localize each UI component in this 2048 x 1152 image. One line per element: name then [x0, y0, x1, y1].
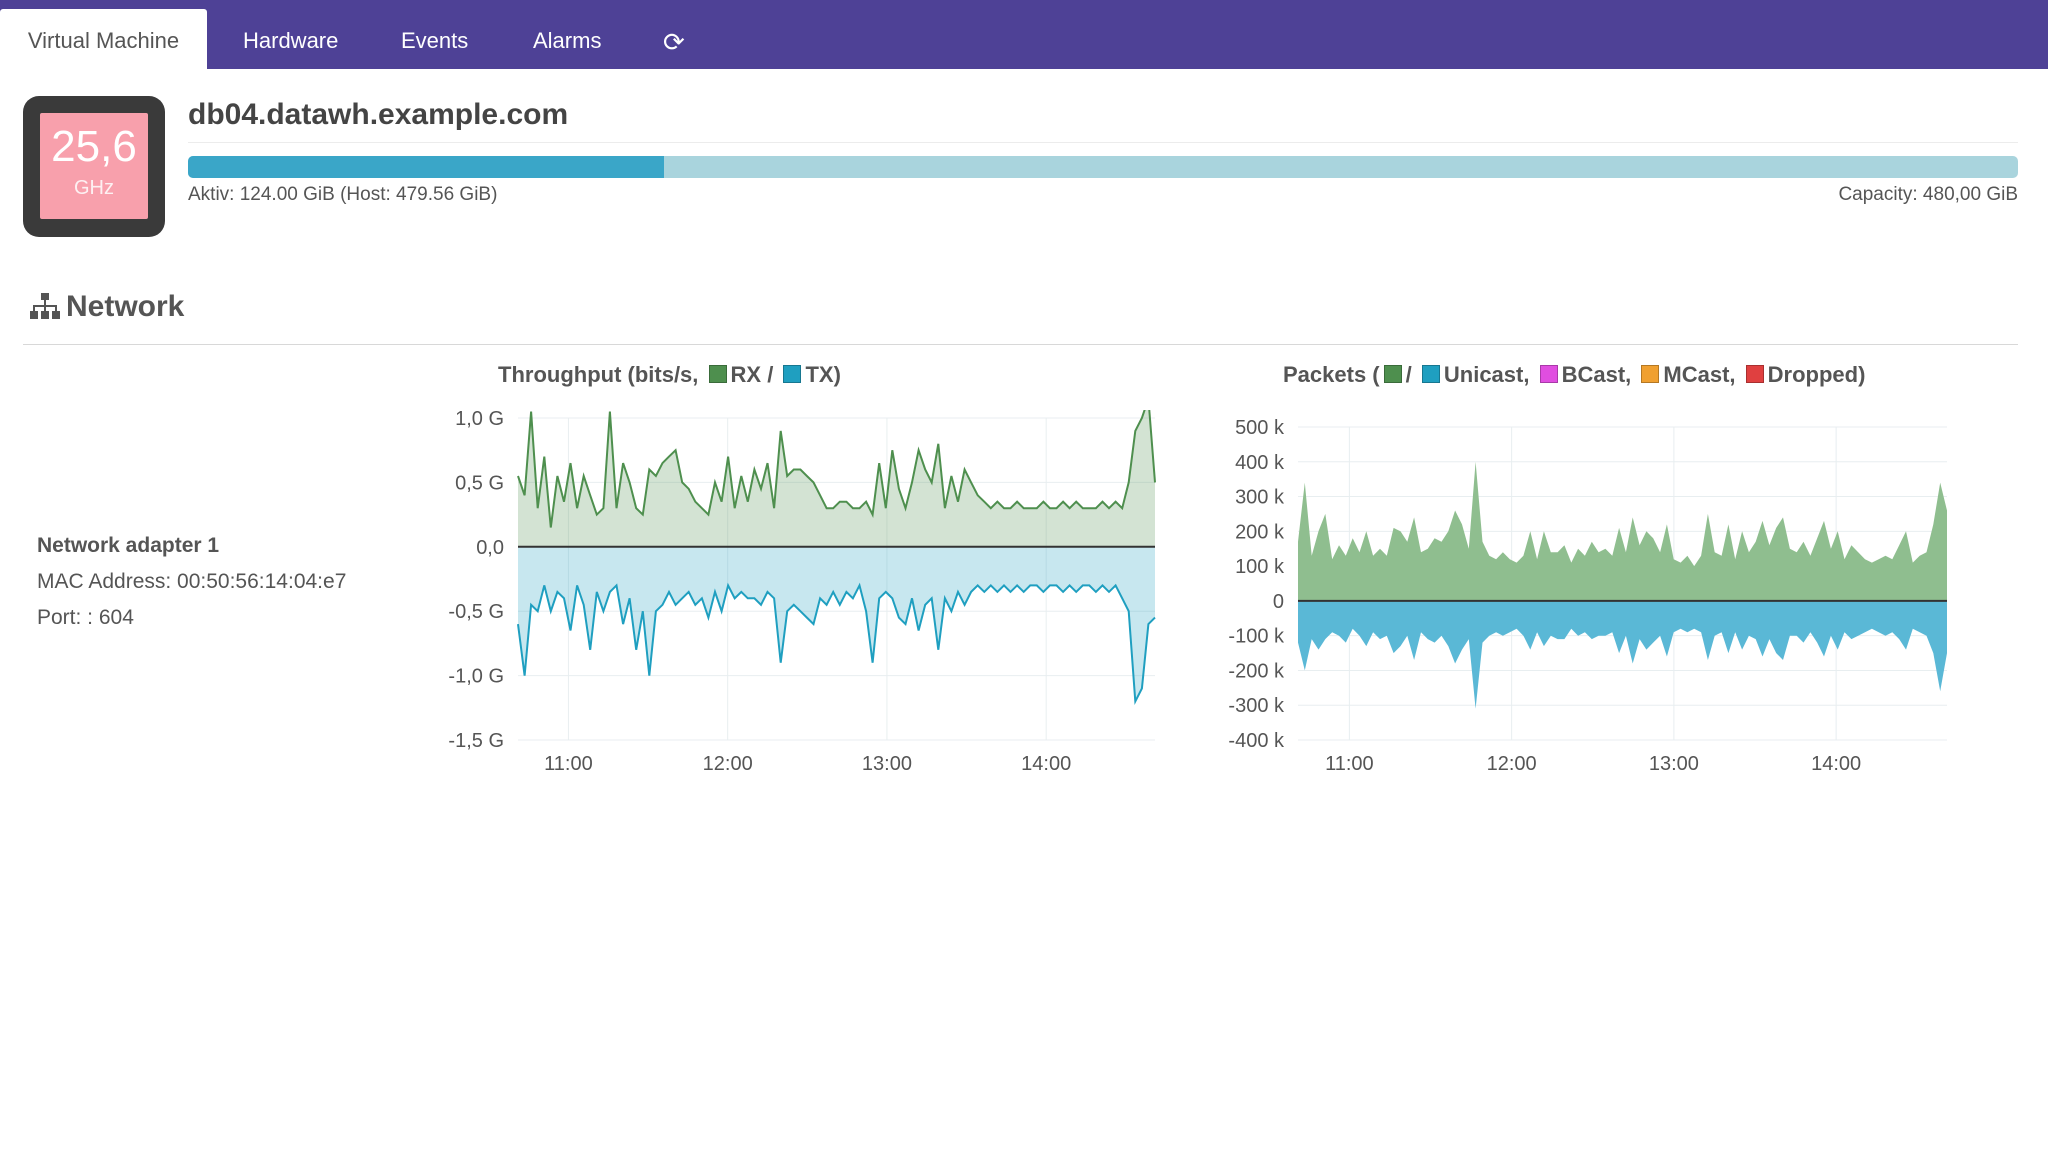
network-title: Network	[66, 290, 185, 323]
y-tick-label: 0,5 G	[455, 472, 504, 494]
y-tick-label: -1,0 G	[448, 666, 504, 688]
series-area-unicast-rx	[1298, 461, 1947, 601]
cpu-tile: 25,6 GHz	[23, 96, 165, 237]
unicast-legend: Unicast,	[1443, 362, 1530, 387]
refresh-icon[interactable]: ⟳	[663, 27, 685, 57]
rx-legend: RX /	[730, 362, 774, 387]
memory-active-label: Aktiv: 124.00 GiB (Host: 479.56 GiB)	[188, 184, 498, 205]
series-line-rx	[517, 410, 1156, 528]
memory-bar-fill	[188, 156, 664, 178]
y-tick-label: -0,5 G	[448, 601, 504, 623]
y-tick-label: 1,0 G	[455, 410, 504, 430]
y-tick-label: -100 k	[1228, 626, 1285, 648]
y-tick-label: 0,0	[476, 537, 504, 559]
series-line-tx	[517, 582, 1156, 706]
y-tick-label: -300 k	[1228, 695, 1285, 717]
throughput-chart-title: Throughput (bits/s, RX / TX)	[498, 362, 841, 388]
y-tick-label: 200 k	[1235, 521, 1285, 543]
rx-swatch	[708, 365, 727, 383]
sitemap-icon	[30, 293, 60, 319]
series-area-unicast-tx	[1298, 600, 1947, 709]
vm-hostname: db04.datawh.example.com	[188, 98, 569, 131]
y-tick-label: 400 k	[1235, 452, 1285, 474]
cpu-gauge: 25,6 GHz	[40, 113, 148, 219]
cpu-value: 25,6	[51, 122, 137, 171]
x-tick-label: 12:00	[1487, 753, 1537, 775]
tab-alarms[interactable]: Alarms	[533, 28, 602, 53]
series-area-rx	[518, 410, 1155, 547]
unicast-tx-swatch	[1421, 365, 1440, 383]
y-tick-label: -200 k	[1228, 660, 1285, 682]
network-heading: Network	[30, 290, 184, 324]
mcast-swatch	[1641, 365, 1660, 383]
throughput-title-prefix: Throughput (bits/s,	[498, 362, 699, 387]
dropped-swatch	[1745, 365, 1764, 383]
series-area-tx	[518, 546, 1155, 702]
x-tick-label: 14:00	[1811, 753, 1861, 775]
unicast-rx-swatch	[1383, 365, 1402, 383]
adapter-mac: MAC Address: 00:50:56:14:04:e7	[37, 570, 347, 593]
packets-chart: 500 k 400 k 300 k 200 k 100 k 0 -100 k -200 k -3…	[1228, 417, 1947, 775]
tx-swatch	[783, 365, 802, 383]
x-tick-label: 11:00	[1325, 753, 1374, 775]
tx-legend: TX)	[805, 362, 841, 387]
x-tick-label: 11:00	[544, 753, 593, 775]
tab-events[interactable]: Events	[401, 28, 469, 53]
divider	[188, 142, 2018, 143]
plot-area	[518, 418, 1155, 740]
adapter-port: Port: : 604	[37, 606, 134, 629]
top-nav: Virtual Machine Hardware Events Alarms ⟳	[0, 0, 2048, 69]
tab-virtual-machine[interactable]: Virtual Machine	[0, 9, 207, 69]
memory-capacity-label: Capacity: 480,00 GiB	[1838, 184, 2018, 205]
y-tick-label: -1,5 G	[448, 730, 504, 752]
section-divider	[23, 344, 2018, 345]
y-tick-label: -400 k	[1228, 730, 1285, 752]
x-tick-label: 13:00	[862, 753, 912, 775]
y-tick-label: 500 k	[1235, 417, 1285, 439]
throughput-chart: 1,0 G 0,5 G 0,0 -0,5 G -1,0 G -1,5 G 11:00 12:0…	[448, 410, 1156, 775]
x-tick-label: 14:00	[1021, 753, 1071, 775]
x-tick-label: 13:00	[1649, 753, 1699, 775]
tab-hardware[interactable]: Hardware	[243, 28, 339, 53]
adapter-name: Network adapter 1	[37, 534, 220, 557]
memory-bar	[188, 156, 2018, 178]
cpu-unit: GHz	[74, 177, 114, 199]
bcast-swatch	[1539, 365, 1558, 383]
packets-title-prefix: Packets (	[1283, 362, 1380, 387]
dropped-legend: Dropped)	[1767, 362, 1866, 387]
y-tick-label: 0	[1273, 591, 1284, 613]
network-adapter-info: Network adapter 1 MAC Address: 00:50:56:…	[37, 528, 346, 636]
bcast-legend: BCast,	[1561, 362, 1632, 387]
x-tick-label: 12:00	[703, 753, 753, 775]
packets-title-sep: /	[1405, 362, 1412, 387]
mcast-legend: MCast,	[1663, 362, 1736, 387]
packets-chart-title: Packets ( / Unicast, BCast, MCast, Droppe…	[1283, 362, 1865, 388]
y-tick-label: 100 k	[1235, 556, 1285, 578]
y-tick-label: 300 k	[1235, 487, 1285, 509]
